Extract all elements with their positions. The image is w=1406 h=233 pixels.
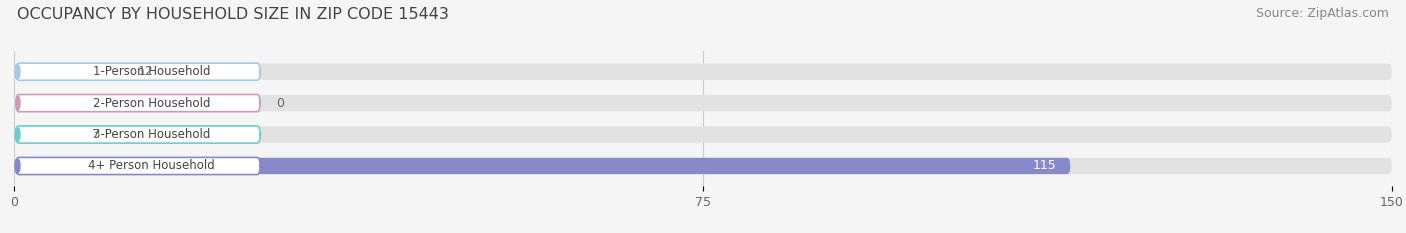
- Text: 115: 115: [1033, 159, 1057, 172]
- Text: 1-Person Household: 1-Person Household: [93, 65, 211, 78]
- FancyBboxPatch shape: [15, 95, 260, 112]
- Text: 0: 0: [276, 97, 284, 110]
- FancyBboxPatch shape: [14, 64, 124, 80]
- FancyBboxPatch shape: [14, 158, 1070, 174]
- FancyBboxPatch shape: [14, 126, 79, 143]
- Circle shape: [15, 159, 20, 173]
- Text: 7: 7: [93, 128, 100, 141]
- Text: 12: 12: [138, 65, 153, 78]
- Text: 4+ Person Household: 4+ Person Household: [89, 159, 215, 172]
- Circle shape: [15, 96, 20, 110]
- Text: 3-Person Household: 3-Person Household: [93, 128, 211, 141]
- FancyBboxPatch shape: [15, 126, 260, 143]
- FancyBboxPatch shape: [14, 95, 1392, 111]
- Circle shape: [15, 128, 20, 141]
- Circle shape: [15, 65, 20, 78]
- FancyBboxPatch shape: [15, 158, 260, 175]
- Text: 2-Person Household: 2-Person Household: [93, 97, 211, 110]
- Text: Source: ZipAtlas.com: Source: ZipAtlas.com: [1256, 7, 1389, 20]
- FancyBboxPatch shape: [15, 63, 260, 80]
- FancyBboxPatch shape: [14, 158, 1392, 174]
- Text: OCCUPANCY BY HOUSEHOLD SIZE IN ZIP CODE 15443: OCCUPANCY BY HOUSEHOLD SIZE IN ZIP CODE …: [17, 7, 449, 22]
- FancyBboxPatch shape: [14, 126, 1392, 143]
- FancyBboxPatch shape: [14, 64, 1392, 80]
